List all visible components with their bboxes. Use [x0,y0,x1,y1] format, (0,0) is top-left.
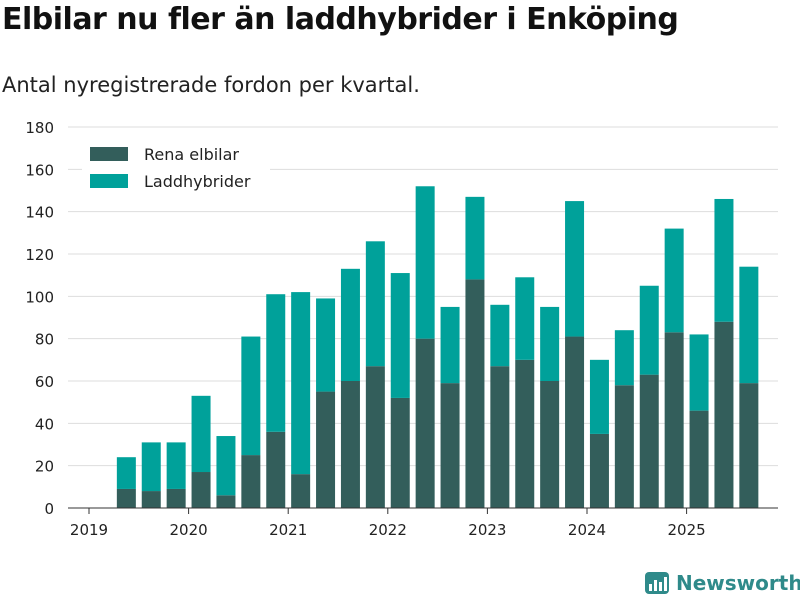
y-axis: 0 20 40 60 80 100 120 140 160 180 [25,119,54,518]
bar-laddhybrider [241,336,261,456]
bar-laddhybrider [714,198,734,322]
bar-rena-elbilar [316,391,336,508]
bar-laddhybrider [540,306,560,381]
bar-laddhybrider [515,277,535,360]
bar-laddhybrider [166,442,186,489]
bar-laddhybrider [490,304,510,367]
chart-subtitle: Antal nyregistrerade fordon per kvartal. [2,73,420,97]
bar-rena-elbilar [689,410,709,508]
x-tick-label: 2024 [568,521,606,539]
bar-rena-elbilar [714,321,734,508]
bar-rena-elbilar [440,383,460,508]
bar-rena-elbilar [639,374,659,508]
bar-rena-elbilar [739,383,759,508]
brand-name: Newsworthy [676,571,800,595]
bar-rena-elbilar [141,491,161,508]
bar-rena-elbilar [365,366,385,508]
bar-rena-elbilar [515,359,535,508]
bar-rena-elbilar [116,488,136,508]
y-tick-label: 120 [25,246,54,264]
y-tick-label: 40 [35,415,54,433]
chart-title: Elbilar nu fler än laddhybrider i Enköpi… [2,2,679,37]
bar-rena-elbilar [614,385,634,508]
bar-laddhybrider [614,330,634,386]
bar-rena-elbilar [216,495,236,508]
x-tick-label: 2021 [269,521,307,539]
y-tick-label: 140 [25,204,54,222]
bar-rena-elbilar [291,474,311,508]
bar-laddhybrider [440,306,460,384]
bar-laddhybrider [565,201,585,337]
bar-rena-elbilar [340,381,360,508]
x-tick-label: 2019 [70,521,108,539]
x-tick-label: 2025 [668,521,706,539]
bar-rena-elbilar [390,397,410,508]
newsworthy-logo-icon [645,572,669,594]
x-tick-label: 2023 [468,521,506,539]
y-tick-label: 60 [35,373,54,391]
bar-rena-elbilar [415,338,435,508]
y-tick-label: 100 [25,288,54,306]
bar-rena-elbilar [490,366,510,508]
legend: Rena elbilar Laddhybrider [82,140,270,196]
x-tick-label: 2020 [170,521,208,539]
bar-rena-elbilar [565,336,585,508]
bar-laddhybrider [589,359,609,434]
legend-swatch [90,147,128,161]
y-tick-label: 20 [35,458,54,476]
bar-laddhybrider [291,292,311,475]
bar-laddhybrider [266,294,286,432]
bar-laddhybrider [316,298,336,392]
bar-laddhybrider [639,285,659,375]
newsworthy-logo: Newsworthy [644,570,800,596]
bar-rena-elbilar [589,433,609,508]
legend-label: Laddhybrider [144,172,251,191]
x-axis: 2019 2020 2021 2022 2023 2024 2025 [68,507,778,539]
bar-rena-elbilar [664,332,684,508]
bars [116,186,759,508]
bar-laddhybrider [465,196,485,280]
bar-laddhybrider [739,266,759,384]
bar-rena-elbilar [465,279,485,508]
bar-laddhybrider [340,268,360,381]
bar-laddhybrider [116,457,136,489]
bar-rena-elbilar [540,381,560,508]
bar-rena-elbilar [241,455,261,508]
legend-label: Rena elbilar [144,145,239,164]
bar-laddhybrider [191,395,211,473]
bar-rena-elbilar [166,488,186,508]
legend-swatch [90,174,128,188]
bar-rena-elbilar [191,472,211,508]
bar-laddhybrider [689,334,709,411]
x-tick-label: 2022 [369,521,407,539]
y-tick-label: 160 [25,161,54,179]
bar-laddhybrider [365,241,385,367]
y-tick-label: 180 [25,119,54,137]
bar-laddhybrider [216,436,236,496]
bar-laddhybrider [141,442,161,492]
bar-rena-elbilar [266,431,286,508]
y-tick-label: 0 [44,500,54,518]
bar-laddhybrider [390,273,410,398]
bar-laddhybrider [664,228,684,333]
bar-laddhybrider [415,186,435,339]
y-tick-label: 80 [35,331,54,349]
